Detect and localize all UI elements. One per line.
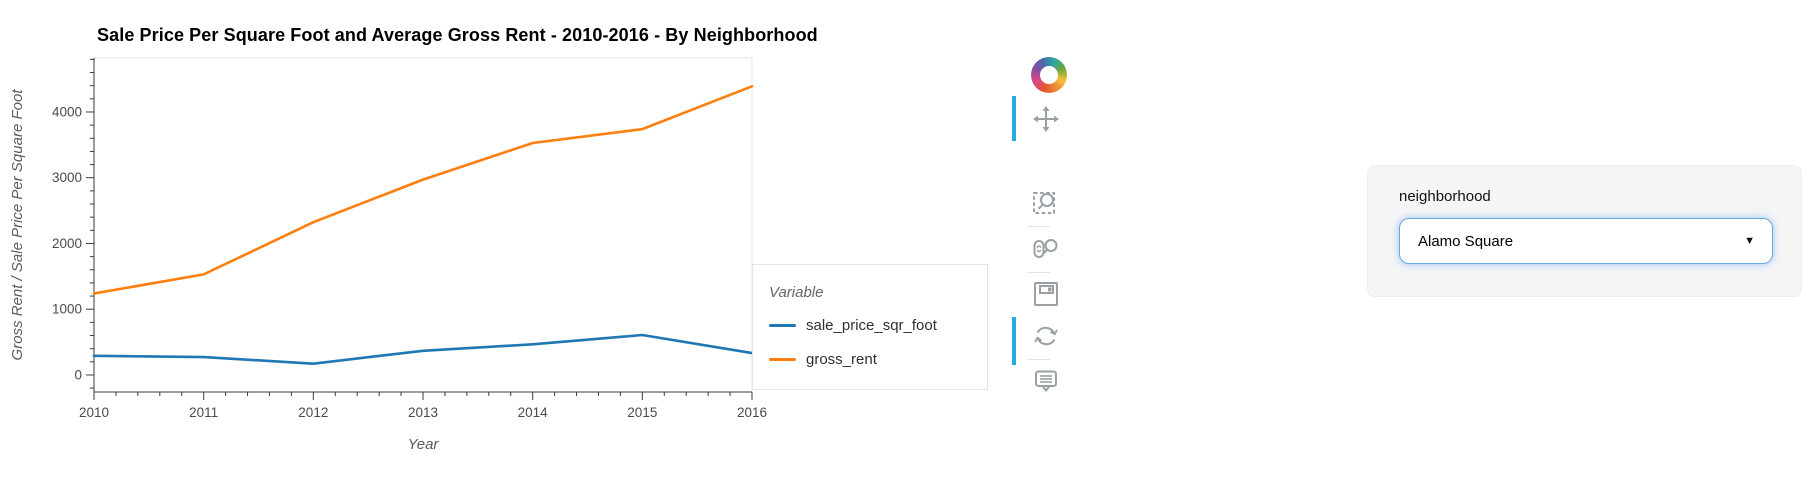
box-zoom-tool-icon[interactable] (1030, 187, 1062, 219)
legend-title: Variable (769, 284, 824, 301)
plot-canvas[interactable]: 2010 2011 2012 2013 2014 2015 2016 0 1000 2000 300… (0, 0, 1010, 470)
svg-text:1000: 1000 (52, 302, 82, 317)
svg-text:4000: 4000 (52, 104, 82, 119)
legend-swatch-line (769, 357, 796, 361)
active-tool-indicator (1012, 96, 1016, 141)
toolbar-separator (1028, 359, 1050, 360)
svg-text:Year: Year (408, 436, 440, 453)
legend-entry: gross_rent (769, 350, 973, 368)
legend-rows: sale_price_sqr_foot gross_rent (769, 316, 973, 368)
svg-text:2013: 2013 (408, 405, 438, 420)
wheel-zoom-tool-icon[interactable] (1030, 233, 1062, 265)
legend-entry-label: sale_price_sqr_foot (806, 316, 937, 334)
neighborhood-select[interactable]: Alamo Square ▼ (1399, 218, 1773, 264)
legend-swatch-line (769, 323, 796, 327)
legend-entry: sale_price_sqr_foot (769, 316, 973, 334)
bokeh-figure: 2010 2011 2012 2013 2014 2015 2016 0 1000 2000 300… (0, 0, 1010, 470)
toolbar-separator (1028, 226, 1050, 227)
svg-text:2014: 2014 (518, 405, 549, 420)
pan-tool-icon[interactable] (1030, 103, 1062, 135)
reset-tool-icon[interactable] (1030, 320, 1062, 352)
chart-title: Sale Price Per Square Foot and Average G… (97, 25, 818, 45)
svg-text:2012: 2012 (298, 405, 328, 420)
svg-text:3000: 3000 (52, 170, 82, 185)
svg-text:2015: 2015 (627, 405, 657, 420)
selected-neighborhood: Alamo Square (1418, 232, 1514, 250)
neighborhood-label: neighborhood (1399, 188, 1491, 205)
toolbar-separator (1028, 272, 1050, 273)
widget-panel: neighborhood Alamo Square ▼ (1367, 165, 1802, 297)
bokeh-logo-icon[interactable] (1031, 57, 1067, 93)
svg-text:2010: 2010 (79, 405, 109, 420)
hover-tool-icon[interactable] (1030, 365, 1062, 397)
chevron-down-icon: ▼ (1744, 235, 1755, 247)
bokeh-toolbar (1006, 40, 1070, 393)
svg-text:2000: 2000 (52, 236, 82, 251)
legend: Variable sale_price_sqr_foot gross_rent (752, 264, 988, 390)
save-tool-icon[interactable] (1030, 278, 1062, 310)
active-tool-indicator (1012, 317, 1016, 365)
svg-text:2016: 2016 (737, 405, 767, 420)
svg-text:2011: 2011 (189, 405, 218, 420)
svg-text:Gross Rent / Sale Price Per Sq: Gross Rent / Sale Price Per Square Foot (9, 89, 26, 361)
legend-entry-label: gross_rent (806, 350, 877, 368)
svg-text:0: 0 (74, 367, 82, 382)
